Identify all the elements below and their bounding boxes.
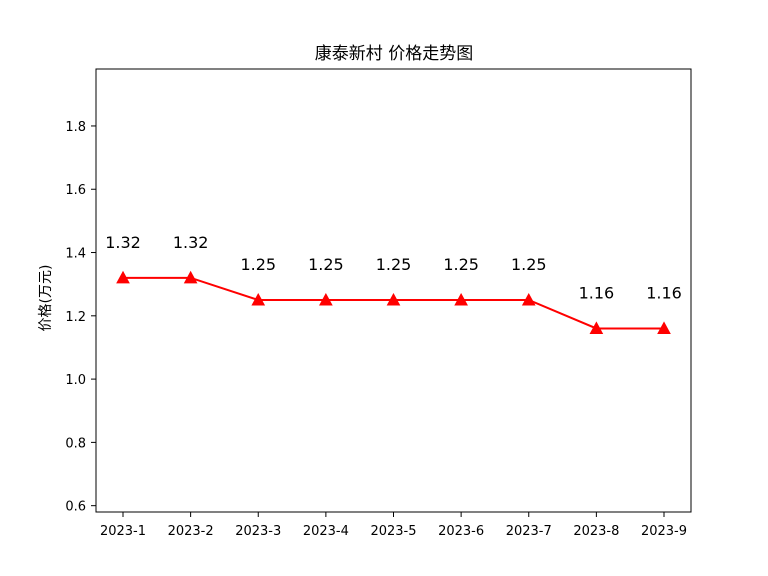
x-axis: 2023-1 2023-2 2023-3 2023-4 2023-5 2023-6 2023… [100,512,687,539]
y-tick-label: 1.0 [65,373,86,388]
data-label: 1.16 [646,283,682,302]
y-tick-label: 1.8 [65,120,86,135]
data-label: 1.25 [443,255,479,274]
y-tick-label: 0.6 [65,500,86,515]
data-point-marker [319,292,333,306]
y-axis-label: 价格(万元) [38,265,54,332]
chart-title: 康泰新村 价格走势图 [315,44,473,64]
data-label: 1.32 [173,233,209,252]
y-tick-label: 1.6 [65,183,86,198]
data-label: 1.16 [579,283,615,302]
data-label: 1.25 [376,255,412,274]
y-tick-label: 1.2 [65,310,86,325]
data-point-marker [454,292,468,306]
data-label: 1.25 [308,255,344,274]
x-tick-label: 2023-5 [370,524,416,539]
data-point-marker [386,292,401,306]
data-point-marker [251,292,266,306]
x-tick-label: 2023-7 [506,524,552,539]
data-point-marker [183,270,198,284]
x-tick-label: 2023-3 [235,524,281,539]
x-tick-label: 2023-2 [168,524,214,539]
x-tick-label: 2023-4 [303,524,349,539]
x-tick-label: 2023-1 [100,524,146,539]
x-tick-label: 2023-6 [438,524,484,539]
x-tick-label: 2023-8 [573,524,619,539]
data-point-marker [589,321,604,334]
series-layer: 1.32 1.32 1.25 1.25 1.25 1.25 1.25 1.16 1.16 [105,233,682,334]
data-label: 1.32 [105,233,141,252]
data-point-marker [521,292,536,306]
y-tick-label: 1.4 [65,247,86,262]
data-label: 1.25 [240,255,276,274]
y-tick-label: 0.8 [65,436,86,451]
data-point-marker [116,270,130,284]
x-tick-label: 2023-9 [641,524,687,539]
data-point-marker [657,321,671,334]
y-axis: 0.6 0.8 1.0 1.2 1.4 1.6 1.8 [65,120,96,515]
data-label: 1.25 [511,255,547,274]
